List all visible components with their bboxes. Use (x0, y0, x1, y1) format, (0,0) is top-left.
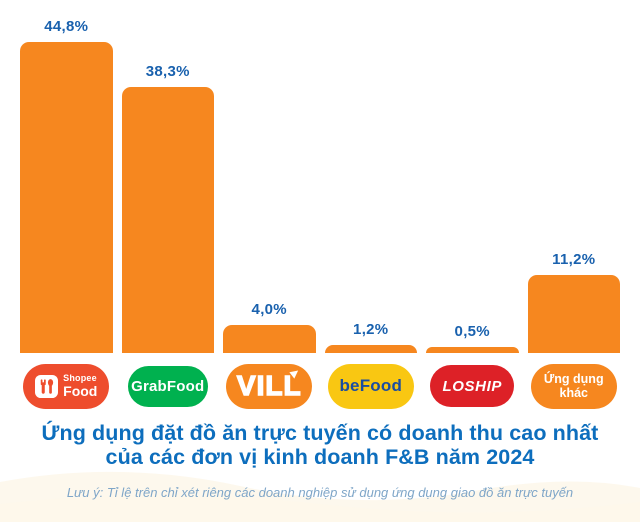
grabfood-logo: GrabFood (127, 365, 208, 407)
grabfood-wordmark: GrabFood (131, 377, 205, 395)
bar-befood (324, 344, 417, 353)
value-label-loship: 0,5% (454, 323, 490, 340)
value-label-befood: 1,2% (353, 320, 389, 338)
bar-column-other-apps: 11,2% (527, 0, 620, 353)
other-apps-label-bottom: khác (559, 386, 589, 400)
bar-shopeefood (20, 42, 113, 353)
value-label-shopeefood: 44,8% (44, 18, 89, 36)
bar-chart: 44,8% 38,3% 4,0% 1,2% 0,5% 11,2% (20, 0, 620, 353)
bar-loship (426, 347, 519, 353)
befood-wordmark: beFood (339, 376, 403, 395)
chart-title-line1: Ứng dụng đặt đồ ăn trực tuyến có doanh t… (41, 421, 599, 445)
bar-vill (223, 325, 316, 353)
logo-cell-shopeefood: Shopee Food (20, 362, 113, 410)
background-wave-decoration (0, 471, 640, 522)
chart-title: Ứng dụng đặt đồ ăn trực tuyến có doanh t… (0, 421, 640, 469)
value-label-grabfood: 38,3% (145, 63, 190, 81)
logo-cell-befood: beFood (325, 362, 418, 410)
logo-row: Shopee Food GrabFood VILL beFood LOSHIP (20, 362, 620, 410)
bar-column-befood: 1,2% (324, 0, 417, 353)
shopeefood-wordmark-bottom: Food (63, 383, 98, 399)
bar-column-shopeefood: 44,8% (20, 0, 113, 353)
shopeefood-utensils-icon (35, 374, 59, 398)
logo-cell-vill: VILL (223, 362, 316, 410)
chart-title-line2: của các đơn vị kinh doanh F&B năm 2024 (105, 445, 535, 469)
loship-logo: LOSHIP (430, 365, 515, 407)
bar-grabfood (121, 87, 214, 353)
vill-wordmark: VILL (236, 370, 302, 401)
other-apps-label-top: Ứng dụng (543, 371, 604, 386)
shopeefood-logo: Shopee Food (23, 363, 110, 409)
footnote: Lưu ý: Tỉ lệ trên chỉ xét riêng các doan… (66, 485, 574, 500)
shopeefood-wordmark-top: Shopee (63, 373, 97, 383)
value-label-vill: 4,0% (251, 301, 287, 319)
logo-cell-other-apps: Ứng dụng khác (528, 362, 621, 410)
logo-cell-grabfood: GrabFood (122, 362, 215, 410)
logo-cell-loship: LOSHIP (426, 362, 519, 410)
shopeefood-wordmark: Shopee Food (63, 373, 98, 399)
befood-logo: beFood (327, 363, 414, 409)
bar-column-loship: 0,5% (426, 0, 519, 353)
bar-column-grabfood: 38,3% (121, 0, 214, 353)
value-label-other-apps: 11,2% (552, 251, 596, 269)
bar-column-vill: 4,0% (223, 0, 316, 353)
bar-other-apps (527, 275, 620, 353)
vill-logo: VILL (226, 363, 313, 409)
loship-wordmark: LOSHIP (442, 377, 502, 395)
other-apps-logo: Ứng dụng khác (530, 363, 617, 409)
